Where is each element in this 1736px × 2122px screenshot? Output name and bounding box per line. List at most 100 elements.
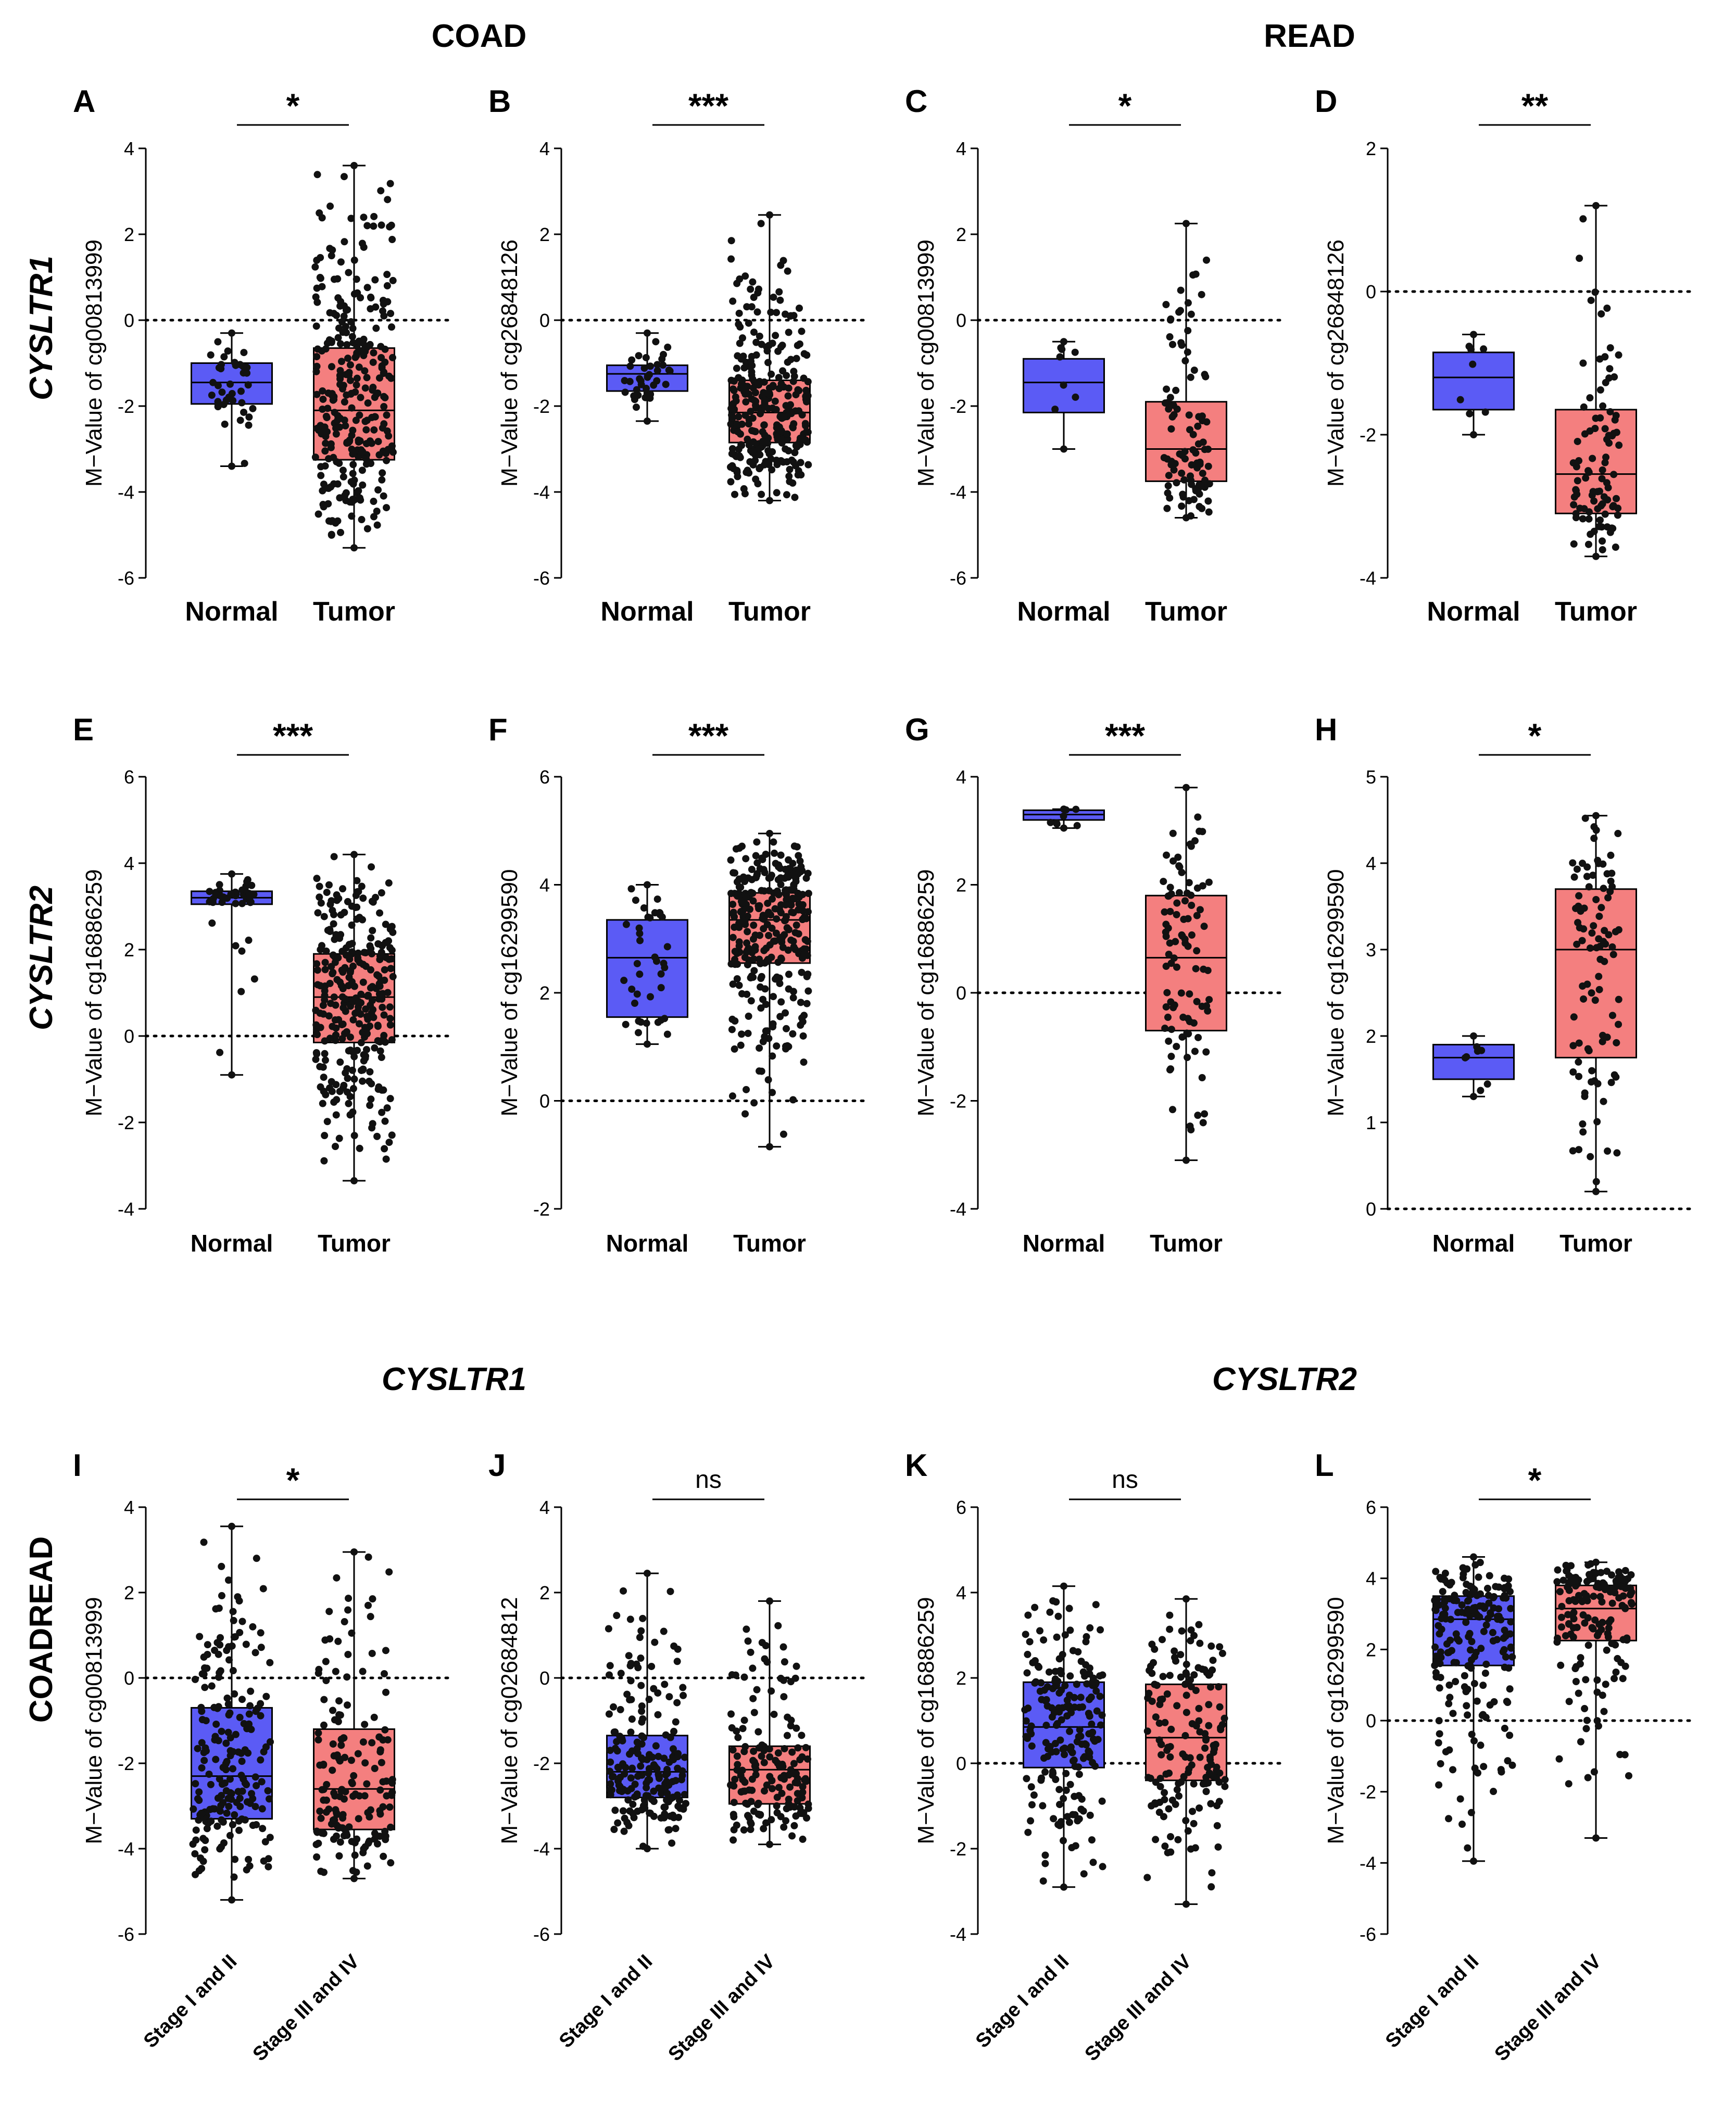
data-point (1166, 907, 1174, 915)
data-point (332, 931, 340, 939)
data-point (1175, 889, 1183, 896)
data-point (790, 420, 798, 428)
data-point (1166, 394, 1174, 401)
data-point (1584, 1614, 1592, 1622)
data-point (735, 309, 743, 317)
data-point (741, 411, 749, 419)
data-point (783, 1025, 790, 1032)
data-point (1592, 202, 1600, 209)
data-point (1557, 1623, 1565, 1631)
data-point (739, 1725, 747, 1733)
data-point (382, 1155, 390, 1163)
data-point (635, 352, 643, 360)
data-point (339, 466, 347, 474)
data-point (674, 1802, 682, 1810)
data-point (762, 1001, 770, 1008)
data-point (1076, 1726, 1084, 1734)
data-point (1040, 1686, 1048, 1694)
data-point (626, 1615, 634, 1623)
data-point (776, 296, 784, 304)
data-point (782, 901, 789, 909)
data-point (1506, 1732, 1514, 1739)
data-point (1183, 1691, 1190, 1699)
data-point (327, 444, 335, 451)
data-point (1031, 1657, 1039, 1665)
data-point (1579, 215, 1587, 223)
data-point (1160, 454, 1168, 462)
data-point (631, 1000, 639, 1007)
data-point (244, 381, 252, 389)
data-point (747, 285, 754, 293)
data-point (749, 1664, 757, 1672)
data-point (729, 901, 737, 908)
data-point (633, 1790, 641, 1798)
data-point (376, 982, 384, 990)
data-point (644, 881, 651, 889)
data-point (228, 1642, 236, 1650)
data-point (1187, 1676, 1194, 1684)
data-point (638, 1718, 646, 1726)
data-point (799, 1783, 807, 1790)
data-point (329, 1740, 337, 1748)
data-point (638, 1708, 646, 1715)
data-point (804, 908, 812, 916)
data-point (1583, 873, 1591, 880)
y-tick-label: 0 (1366, 281, 1376, 302)
group2-box (1555, 888, 1637, 1059)
data-point (783, 1732, 791, 1739)
data-point (749, 278, 757, 286)
data-point (789, 994, 797, 1002)
data-point (330, 920, 337, 928)
data-point (1184, 299, 1192, 307)
data-point (757, 959, 764, 967)
data-point (1183, 1156, 1190, 1164)
data-point (350, 1132, 358, 1140)
y-axis-label: M−Value of cg16299590 (1323, 869, 1349, 1117)
y-tick-label: -6 (533, 1924, 550, 1945)
data-point (372, 324, 380, 332)
data-point (330, 480, 338, 488)
data-point (349, 962, 357, 970)
data-point (749, 449, 757, 457)
data-point (1462, 1619, 1470, 1626)
y-tick-label: 0 (1366, 1710, 1376, 1732)
data-point (1588, 929, 1596, 937)
data-point (388, 946, 396, 954)
y-tick-label: -6 (1360, 1924, 1376, 1945)
data-point (784, 267, 791, 275)
data-point (1183, 1671, 1190, 1678)
data-point (1606, 528, 1614, 536)
data-point (783, 458, 791, 466)
data-point (247, 1687, 255, 1695)
data-point (339, 1814, 347, 1822)
data-point (380, 1011, 388, 1019)
data-point (750, 967, 758, 975)
data-point (1187, 1626, 1195, 1634)
data-point (1590, 497, 1598, 505)
data-point (1162, 932, 1170, 940)
data-point (803, 938, 811, 945)
data-point (754, 1728, 762, 1736)
data-point (1615, 1574, 1622, 1582)
data-point (728, 450, 736, 458)
data-point (216, 1807, 224, 1815)
data-point (637, 1654, 645, 1662)
y-tick-label: 4 (124, 138, 134, 159)
data-point (1489, 1637, 1497, 1645)
data-point (1480, 345, 1488, 353)
data-point (1601, 510, 1609, 518)
data-point (364, 1553, 372, 1561)
data-point (1055, 1708, 1063, 1716)
data-point (1474, 1769, 1482, 1777)
data-point (733, 878, 741, 886)
data-point (1470, 1679, 1478, 1687)
data-point (1187, 512, 1195, 520)
data-point (656, 1774, 663, 1782)
data-point (1183, 1900, 1190, 1908)
data-point (1152, 1713, 1160, 1721)
y-axis-label: M−Value of cg02684812 (497, 1597, 522, 1845)
data-point (738, 1766, 746, 1774)
data-point (241, 1779, 249, 1787)
data-point (257, 1712, 265, 1720)
